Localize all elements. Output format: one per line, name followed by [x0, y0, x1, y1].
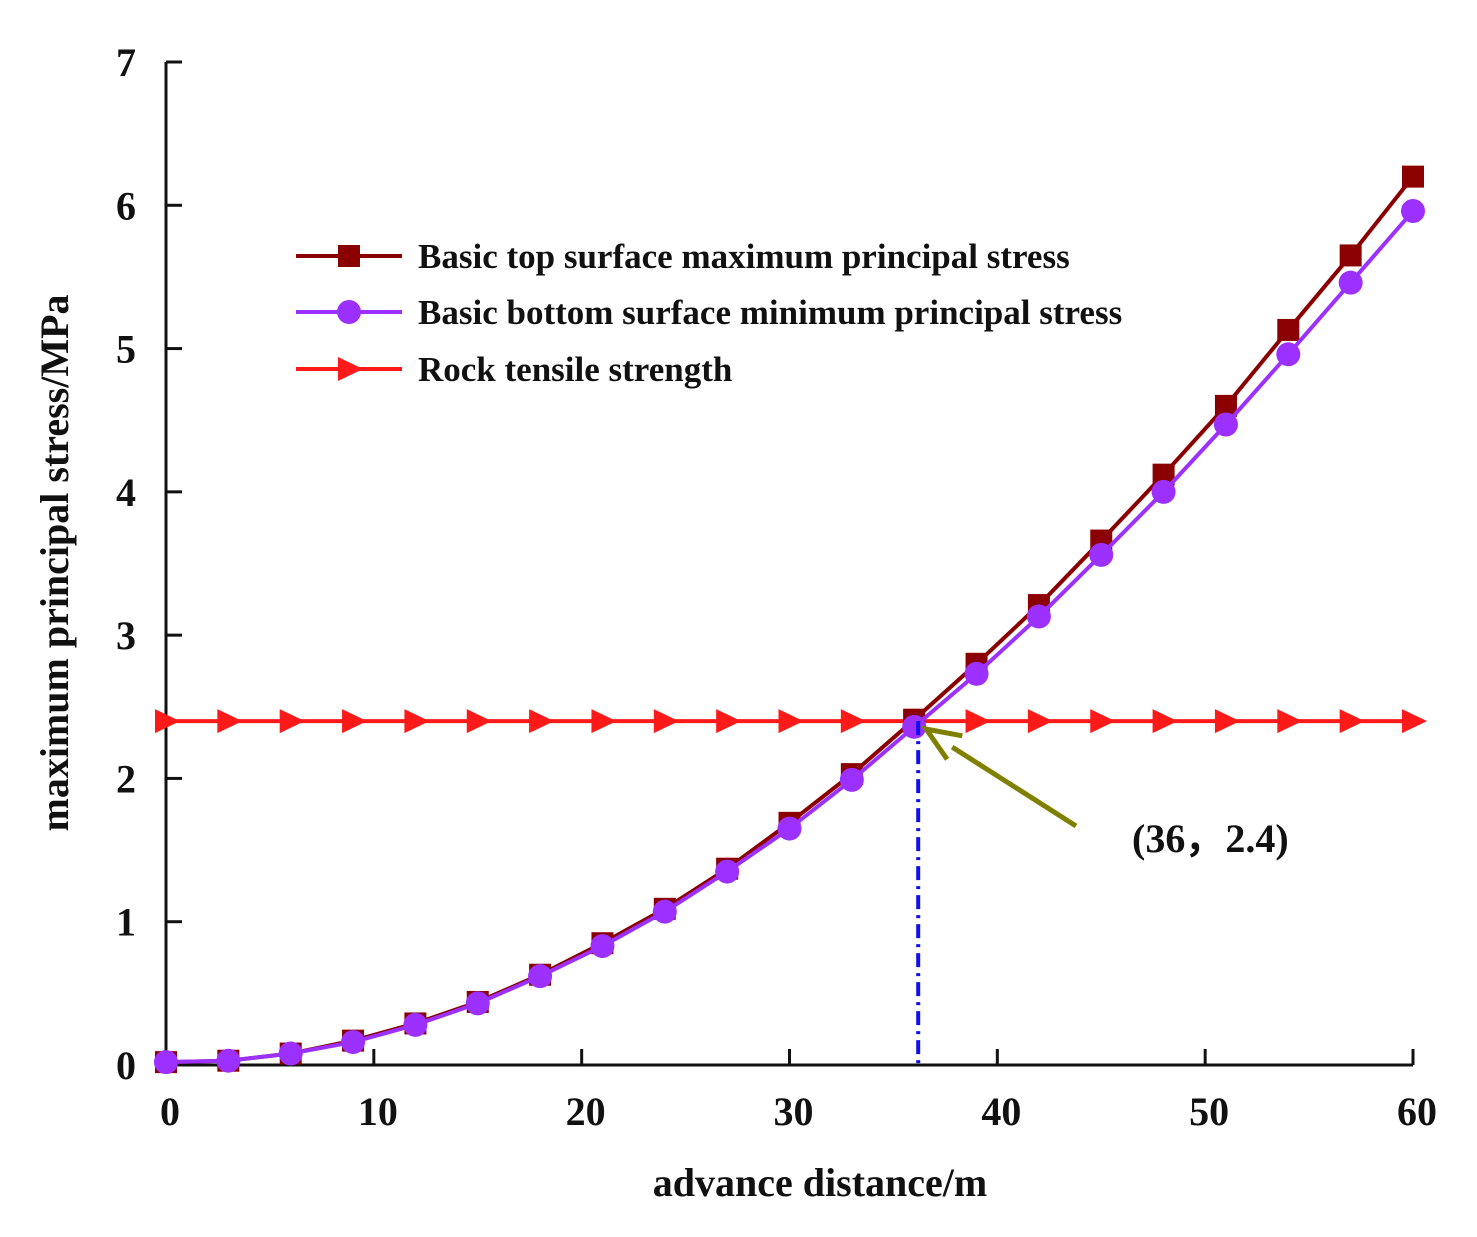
legend-marker: [338, 357, 363, 381]
legend-marker: [337, 300, 361, 324]
data-point: [778, 709, 804, 734]
y-tick-label: 4: [116, 470, 136, 515]
data-point: [1214, 709, 1240, 734]
annotation: (36，2.4): [916, 721, 1289, 1065]
data-point: [1338, 270, 1363, 295]
data-point: [341, 1030, 366, 1055]
legend-item-top-surface-max-stress: Basic top surface maximum principal stre…: [296, 237, 1070, 276]
y-tick-label: 3: [116, 613, 136, 658]
data-point: [1213, 412, 1238, 437]
data-point: [1402, 165, 1424, 188]
data-point: [1151, 479, 1176, 504]
data-point: [278, 1041, 303, 1066]
x-axis-title: advance distance/m: [653, 1160, 987, 1205]
data-point: [965, 709, 991, 734]
annotation-arrow-shaft: [950, 745, 1078, 829]
data-point: [1026, 604, 1051, 629]
data-point: [652, 899, 677, 924]
data-point: [216, 1048, 241, 1073]
series-bottom-surface-min-stress: [154, 199, 1425, 1075]
data-point: [155, 709, 180, 734]
x-tick-label: 50: [1189, 1089, 1229, 1134]
data-point: [1339, 244, 1362, 267]
data-point: [1277, 318, 1300, 341]
data-point: [1027, 709, 1053, 734]
data-point: [840, 709, 866, 734]
series-layer: [154, 165, 1427, 1075]
legend-marker: [338, 245, 360, 267]
y-tick-label: 0: [116, 1043, 136, 1088]
data-point: [590, 934, 615, 959]
legend-item-bottom-surface-min-stress: Basic bottom surface minimum principal s…: [296, 293, 1122, 332]
tick-labels: 0 10 20 30 40 50 60 0 1 2 3 4 5 6 7: [116, 40, 1437, 1134]
series-line: [165, 209, 1415, 1065]
annotation-arrow-head: [920, 725, 963, 761]
y-axis-title: maximum principal stress/MPa: [32, 294, 77, 831]
data-point: [217, 709, 243, 734]
data-point: [404, 709, 430, 734]
data-point: [528, 964, 553, 989]
data-point: [653, 709, 679, 734]
axes: [164, 60, 1415, 1067]
legend-item-rock-tensile-strength: Rock tensile strength: [296, 350, 732, 389]
legend-label: Basic bottom surface minimum principal s…: [418, 293, 1122, 332]
y-tick-label: 1: [116, 900, 136, 945]
data-point: [1401, 199, 1425, 224]
data-point: [1276, 342, 1301, 367]
legend-label: Basic top surface maximum principal stre…: [418, 237, 1070, 276]
y-tick-label: 5: [116, 327, 136, 372]
legend-label: Rock tensile strength: [418, 350, 732, 389]
data-point: [1089, 542, 1114, 567]
x-tick-label: 10: [358, 1089, 398, 1134]
x-tick-label: 60: [1397, 1089, 1437, 1134]
data-point: [154, 1050, 178, 1075]
data-point: [715, 859, 740, 884]
data-point: [1214, 394, 1237, 417]
series-rock-tensile-strength: [155, 709, 1427, 734]
data-point: [1090, 709, 1116, 734]
x-tick-label: 0: [160, 1089, 180, 1134]
y-tick-label: 2: [116, 756, 136, 801]
data-point: [1152, 463, 1175, 486]
data-point: [839, 767, 864, 792]
y-tick-label: 6: [116, 183, 136, 228]
data-point: [529, 709, 555, 734]
data-point: [466, 709, 492, 734]
data-point: [1339, 709, 1365, 734]
data-point: [279, 709, 305, 734]
data-point: [1152, 709, 1178, 734]
legend: Basic top surface maximum principal stre…: [296, 237, 1122, 389]
data-point: [342, 709, 368, 734]
x-tick-label: 40: [981, 1089, 1021, 1134]
data-point: [777, 816, 802, 841]
data-point: [716, 709, 742, 734]
data-point: [403, 1012, 428, 1037]
y-tick-label: 7: [116, 40, 136, 85]
axis-titles: advance distance/m maximum principal str…: [32, 294, 987, 1205]
intersection-annotation-label: (36，2.4): [1132, 816, 1289, 861]
data-point: [964, 661, 989, 686]
data-point: [591, 709, 617, 734]
data-point: [1402, 709, 1427, 734]
data-point: [1277, 709, 1303, 734]
data-point: [465, 991, 490, 1016]
x-tick-label: 30: [774, 1089, 814, 1134]
x-tick-label: 20: [566, 1089, 606, 1134]
